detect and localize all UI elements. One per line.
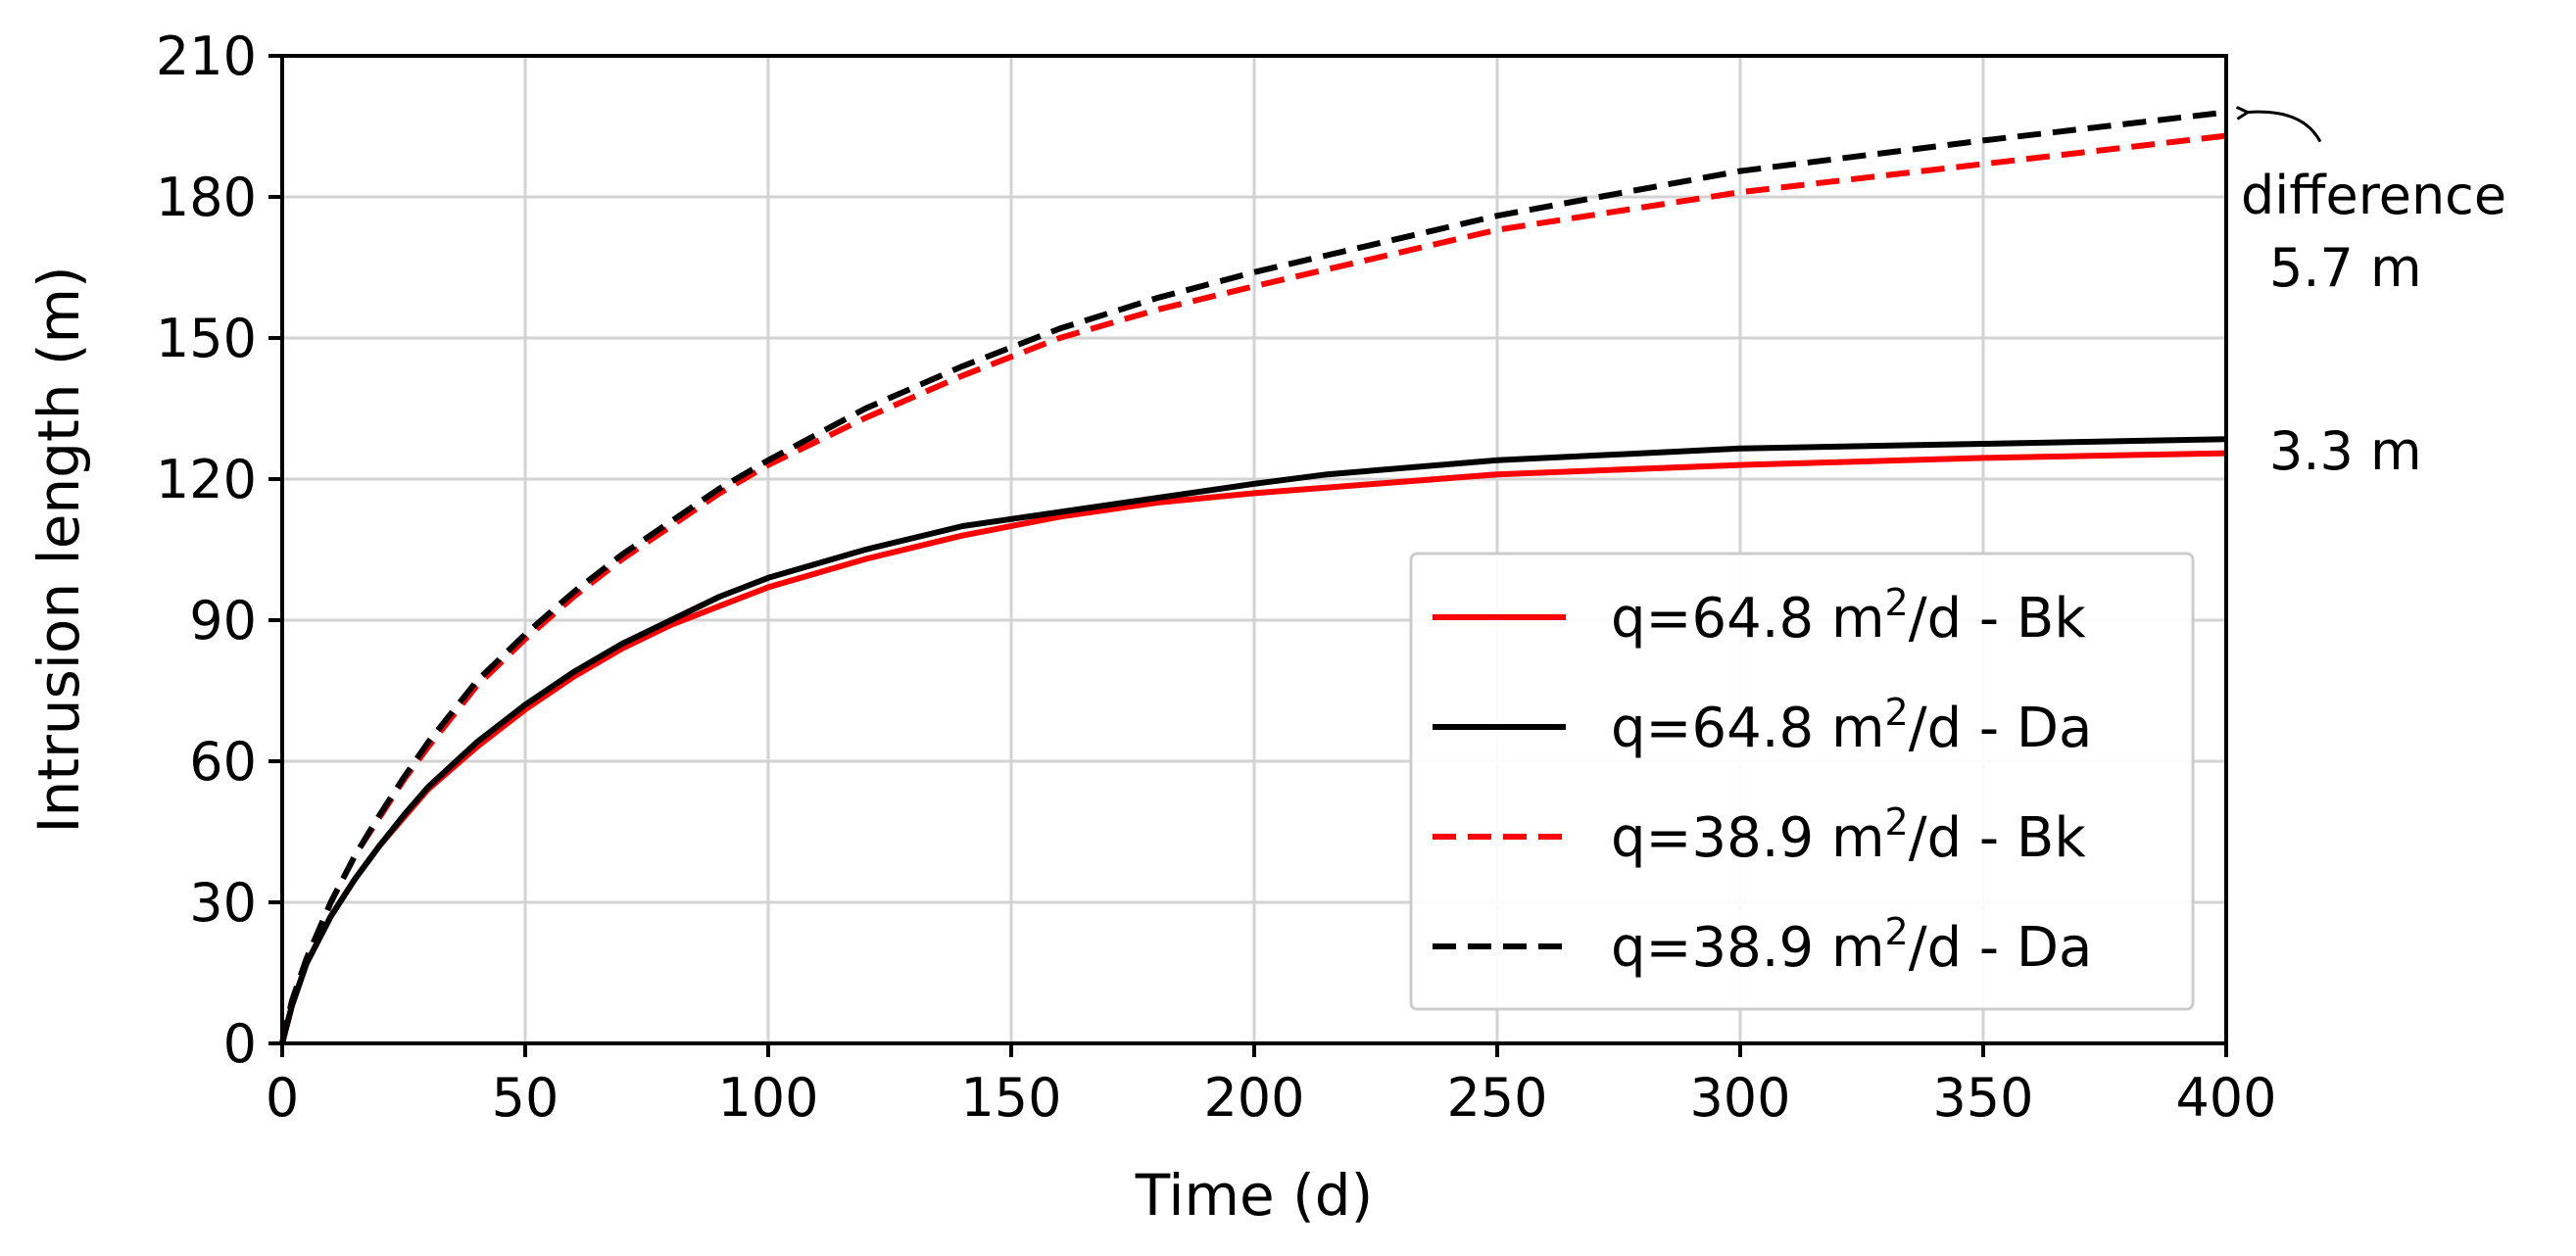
legend-label-3: q=38.9 m2/d - Bk	[1611, 800, 2086, 870]
y-tick-label: 0	[223, 1013, 257, 1075]
axis-ticks: 0 50 100 150 200 250 300 350 400 0 30 60 90 120 150 180…	[156, 25, 2277, 1129]
y-tick-label: 120	[156, 449, 257, 510]
difference-label: difference	[2241, 165, 2506, 226]
x-tick-label: 0	[266, 1067, 299, 1129]
solid-difference-value: 3.3 m	[2269, 420, 2422, 482]
x-tick-label: 250	[1446, 1067, 1547, 1129]
data-series	[279, 109, 2227, 1044]
x-tick-label: 200	[1203, 1067, 1304, 1129]
x-tick-label: 150	[960, 1067, 1061, 1129]
y-tick-label: 150	[156, 308, 257, 369]
y-tick-label: 30	[189, 872, 257, 934]
y-axis-label: Intrusion length (m)	[25, 266, 92, 833]
x-tick-label: 350	[1932, 1067, 2033, 1129]
y-tick-label: 210	[156, 25, 257, 87]
series-line-4	[279, 109, 2227, 1044]
x-tick-label: 400	[2175, 1067, 2276, 1129]
annotations: difference 5.7 m 3.3 m	[2241, 112, 2506, 482]
y-tick-label: 180	[156, 167, 257, 228]
x-tick-label: 100	[717, 1067, 818, 1129]
x-axis-label: Time (d)	[1135, 1162, 1373, 1229]
series-line-2	[279, 436, 2227, 1044]
legend-label-4: q=38.9 m2/d - Da	[1611, 910, 2092, 980]
legend-label-1: q=64.8 m2/d - Bk	[1611, 581, 2086, 651]
dashed-difference-value: 5.7 m	[2269, 237, 2422, 299]
y-tick-label: 60	[189, 731, 257, 793]
legend: q=64.8 m2/d - Bk q=64.8 m2/d - Da q=38.9 m…	[1409, 552, 2195, 1011]
legend-box	[1409, 552, 2195, 1011]
x-tick-label: 300	[1689, 1067, 1790, 1129]
difference-arrow	[2248, 112, 2322, 143]
y-tick-label: 90	[189, 590, 257, 652]
x-tick-label: 50	[492, 1067, 559, 1129]
legend-label-2: q=64.8 m2/d - Da	[1611, 691, 2092, 760]
